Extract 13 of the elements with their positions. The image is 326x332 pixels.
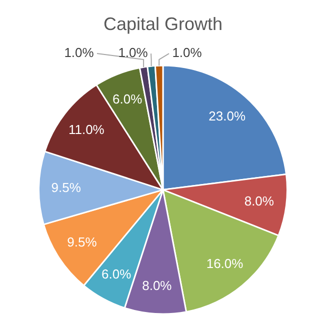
data-label: 6.0% — [112, 91, 143, 106]
data-label: 16.0% — [206, 256, 244, 272]
data-label: 9.5% — [51, 180, 82, 195]
data-label: 8.0% — [244, 194, 274, 209]
data-label: 1.0% — [118, 45, 148, 60]
chart-title: Capital Growth — [103, 14, 223, 34]
data-label: 23.0% — [208, 108, 246, 124]
data-label: 1.0% — [64, 45, 94, 60]
data-label: 8.0% — [142, 278, 172, 294]
data-label: 1.0% — [172, 45, 202, 60]
data-label: 9.5% — [67, 234, 98, 250]
data-label: 6.0% — [101, 266, 132, 282]
data-label: 11.0% — [68, 122, 105, 137]
